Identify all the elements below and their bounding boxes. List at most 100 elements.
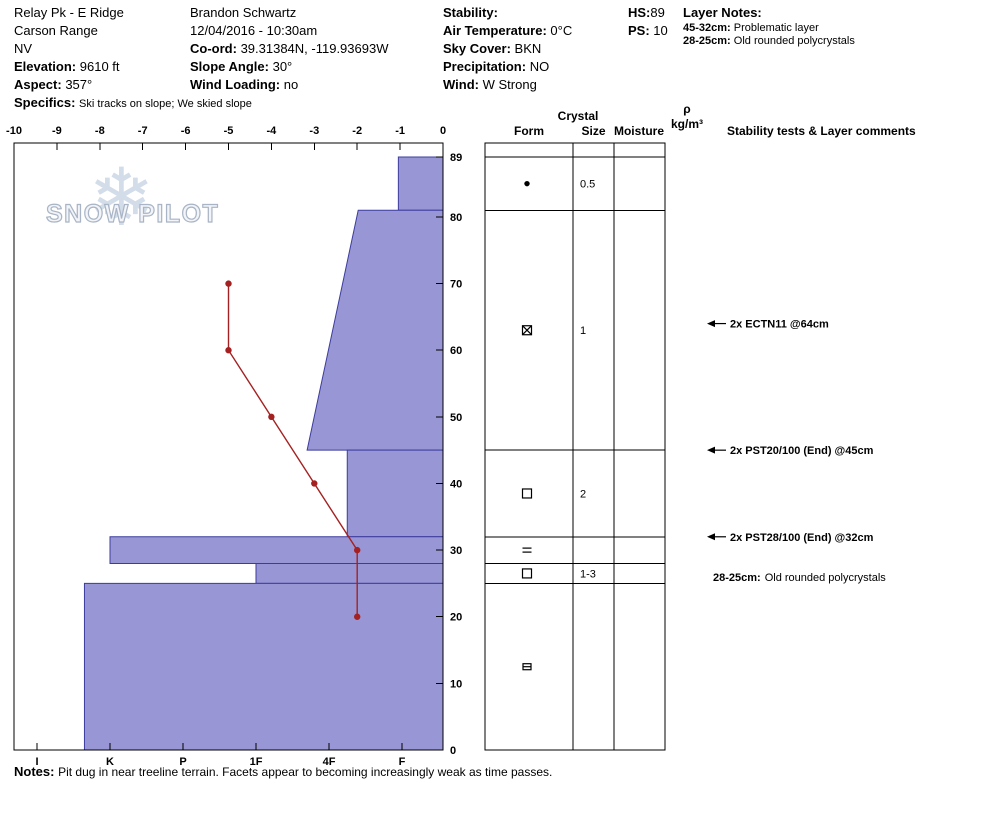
observer-name: Brandon Schwartz xyxy=(190,5,297,20)
sky-cover-row: Sky Cover: BKN xyxy=(443,40,572,58)
wind-row: Wind: W Strong xyxy=(443,76,572,94)
hardness-axis-label: K xyxy=(106,756,114,768)
aspect-row: Aspect: 357° xyxy=(14,76,252,94)
snow-layer xyxy=(109,536,444,564)
moisture-column-header: Moisture xyxy=(613,124,664,138)
temperature-point xyxy=(225,280,232,287)
temp-axis-label: -6 xyxy=(181,125,191,137)
specifics-row: Specifics: Ski tracks on slope; We skied… xyxy=(14,94,252,113)
header-hs-ps-block: HS:89 PS: 10 xyxy=(628,4,668,40)
specifics-label: Specifics: xyxy=(14,95,76,110)
grain-size-value: 0.5 xyxy=(580,179,595,191)
hs-row: HS:89 xyxy=(628,4,668,22)
state: NV xyxy=(14,41,33,56)
grain-form-symbol-dot xyxy=(524,180,530,187)
observation-datetime: 12/04/2016 - 10:30am xyxy=(190,23,318,38)
temperature-point xyxy=(354,613,361,620)
slope-angle-value: 30° xyxy=(272,59,293,74)
air-temp-value: 0°C xyxy=(550,23,573,38)
grain-form-symbol-square-minus xyxy=(522,663,532,671)
wind-label: Wind: xyxy=(443,77,479,92)
hardness-axis-label: 1F xyxy=(250,756,263,768)
left-arrow-icon xyxy=(707,320,715,328)
depth-axis-label: 80 xyxy=(450,212,462,224)
temp-axis-label: -2 xyxy=(352,125,362,137)
sky-cover-label: Sky Cover: xyxy=(443,41,511,56)
stability-test-annotation: 2x PST28/100 (End) @32cm xyxy=(730,532,874,544)
temperature-point xyxy=(225,347,232,354)
crystal-table-frame xyxy=(484,142,666,751)
temperature-point xyxy=(354,546,361,554)
hardness-axis-label: I xyxy=(35,756,38,768)
depth-axis-label: 70 xyxy=(450,279,462,291)
mountain-range: Carson Range xyxy=(14,23,98,38)
pit-notes-label: Notes: xyxy=(14,764,55,779)
header-observer-block: Brandon Schwartz 12/04/2016 - 10:30am Co… xyxy=(190,4,388,94)
slope-angle-label: Slope Angle: xyxy=(190,59,269,74)
hardness-axis-label: F xyxy=(399,756,406,768)
left-arrow-icon xyxy=(707,533,715,541)
air-temp-row: Air Temperature: 0°C xyxy=(443,22,572,40)
snow-layer xyxy=(397,156,444,211)
temp-axis-label: -8 xyxy=(95,125,105,137)
precipitation-row: Precipitation: NO xyxy=(443,58,572,76)
depth-axis-label: 20 xyxy=(450,612,462,624)
coordinates-row: Co-ord: 39.31384N, -119.93693W xyxy=(190,40,388,58)
ps-label: PS: xyxy=(628,23,650,38)
form-column-header: Form xyxy=(514,124,544,138)
stability-tests-header: Stability tests & Layer comments xyxy=(727,124,916,138)
coordinates-label: Co-ord: xyxy=(190,41,237,56)
grain-form-symbol-square xyxy=(521,488,533,499)
wind-value: W Strong xyxy=(482,77,537,92)
aspect-label: Aspect: xyxy=(14,77,62,92)
grain-size-value: 2 xyxy=(580,488,586,500)
depth-axis-label: 60 xyxy=(450,345,462,357)
depth-axis-label: 40 xyxy=(450,478,462,490)
pit-title: Relay Pk - E Ridge xyxy=(14,5,124,20)
layer-note-text: Problematic layer xyxy=(733,22,819,34)
temperature-line xyxy=(227,283,358,617)
aspect-value: 357° xyxy=(65,77,93,92)
temp-axis-label: -1 xyxy=(395,125,405,137)
elevation-row: Elevation: 9610 ft xyxy=(14,58,252,76)
crystal-column-group-header: Crystal xyxy=(557,109,599,123)
layer-note-row: 28-25cm: Old rounded polycrystals xyxy=(683,35,855,48)
air-temp-label: Air Temperature: xyxy=(443,23,547,38)
coordinates-value: 39.31384N, -119.93693W xyxy=(240,41,389,56)
temp-axis-label: -3 xyxy=(309,125,319,137)
layer-note-range: 28-25cm: xyxy=(683,35,731,47)
precipitation-value: NO xyxy=(529,59,550,74)
hs-value: 89 xyxy=(650,5,665,20)
snow-layer xyxy=(83,582,444,751)
wind-loading-row: Wind Loading: no xyxy=(190,76,388,94)
layer-comment-annotation: 28-25cm: Old rounded polycrystals xyxy=(713,572,886,584)
grain-size-value: 1 xyxy=(580,325,586,337)
layer-note-row: 45-32cm: Problematic layer xyxy=(683,22,855,35)
depth-axis-label: 0 xyxy=(450,745,456,757)
stability-test-annotation: 2x PST20/100 (End) @45cm xyxy=(730,445,874,457)
snow-layer xyxy=(346,449,444,538)
grain-size-value: 1-3 xyxy=(580,568,596,580)
elevation-label: Elevation: xyxy=(14,59,77,74)
grain-form-symbol-square-x xyxy=(521,325,533,336)
temp-axis-label: 0 xyxy=(440,125,446,137)
temp-axis-label: -5 xyxy=(224,125,234,137)
layer-note-text: Old rounded polycrystals xyxy=(733,35,855,47)
elevation-value: 9610 ft xyxy=(79,59,120,74)
snow-layer xyxy=(255,562,444,584)
layer-notes-title-text: Layer Notes: xyxy=(683,5,762,20)
temp-axis-label: -9 xyxy=(52,125,62,137)
layer-note-range: 45-32cm: xyxy=(683,22,731,34)
wind-loading-value: no xyxy=(283,77,299,92)
ps-row: PS: 10 xyxy=(628,22,668,40)
stability-row: Stability: xyxy=(443,4,572,22)
header-location-block: Relay Pk - E Ridge Carson Range NV Eleva… xyxy=(14,4,252,113)
layer-notes-title: Layer Notes: xyxy=(683,4,855,22)
temp-axis-label: -7 xyxy=(138,125,148,137)
stability-label: Stability: xyxy=(443,5,498,20)
depth-axis-label: 30 xyxy=(450,545,462,557)
pit-notes-row: Notes: Pit dug in near treeline terrain.… xyxy=(14,764,552,779)
stability-test-annotation: 2x ECTN11 @64cm xyxy=(730,319,829,331)
slope-angle-row: Slope Angle: 30° xyxy=(190,58,388,76)
temperature-point xyxy=(268,413,275,421)
